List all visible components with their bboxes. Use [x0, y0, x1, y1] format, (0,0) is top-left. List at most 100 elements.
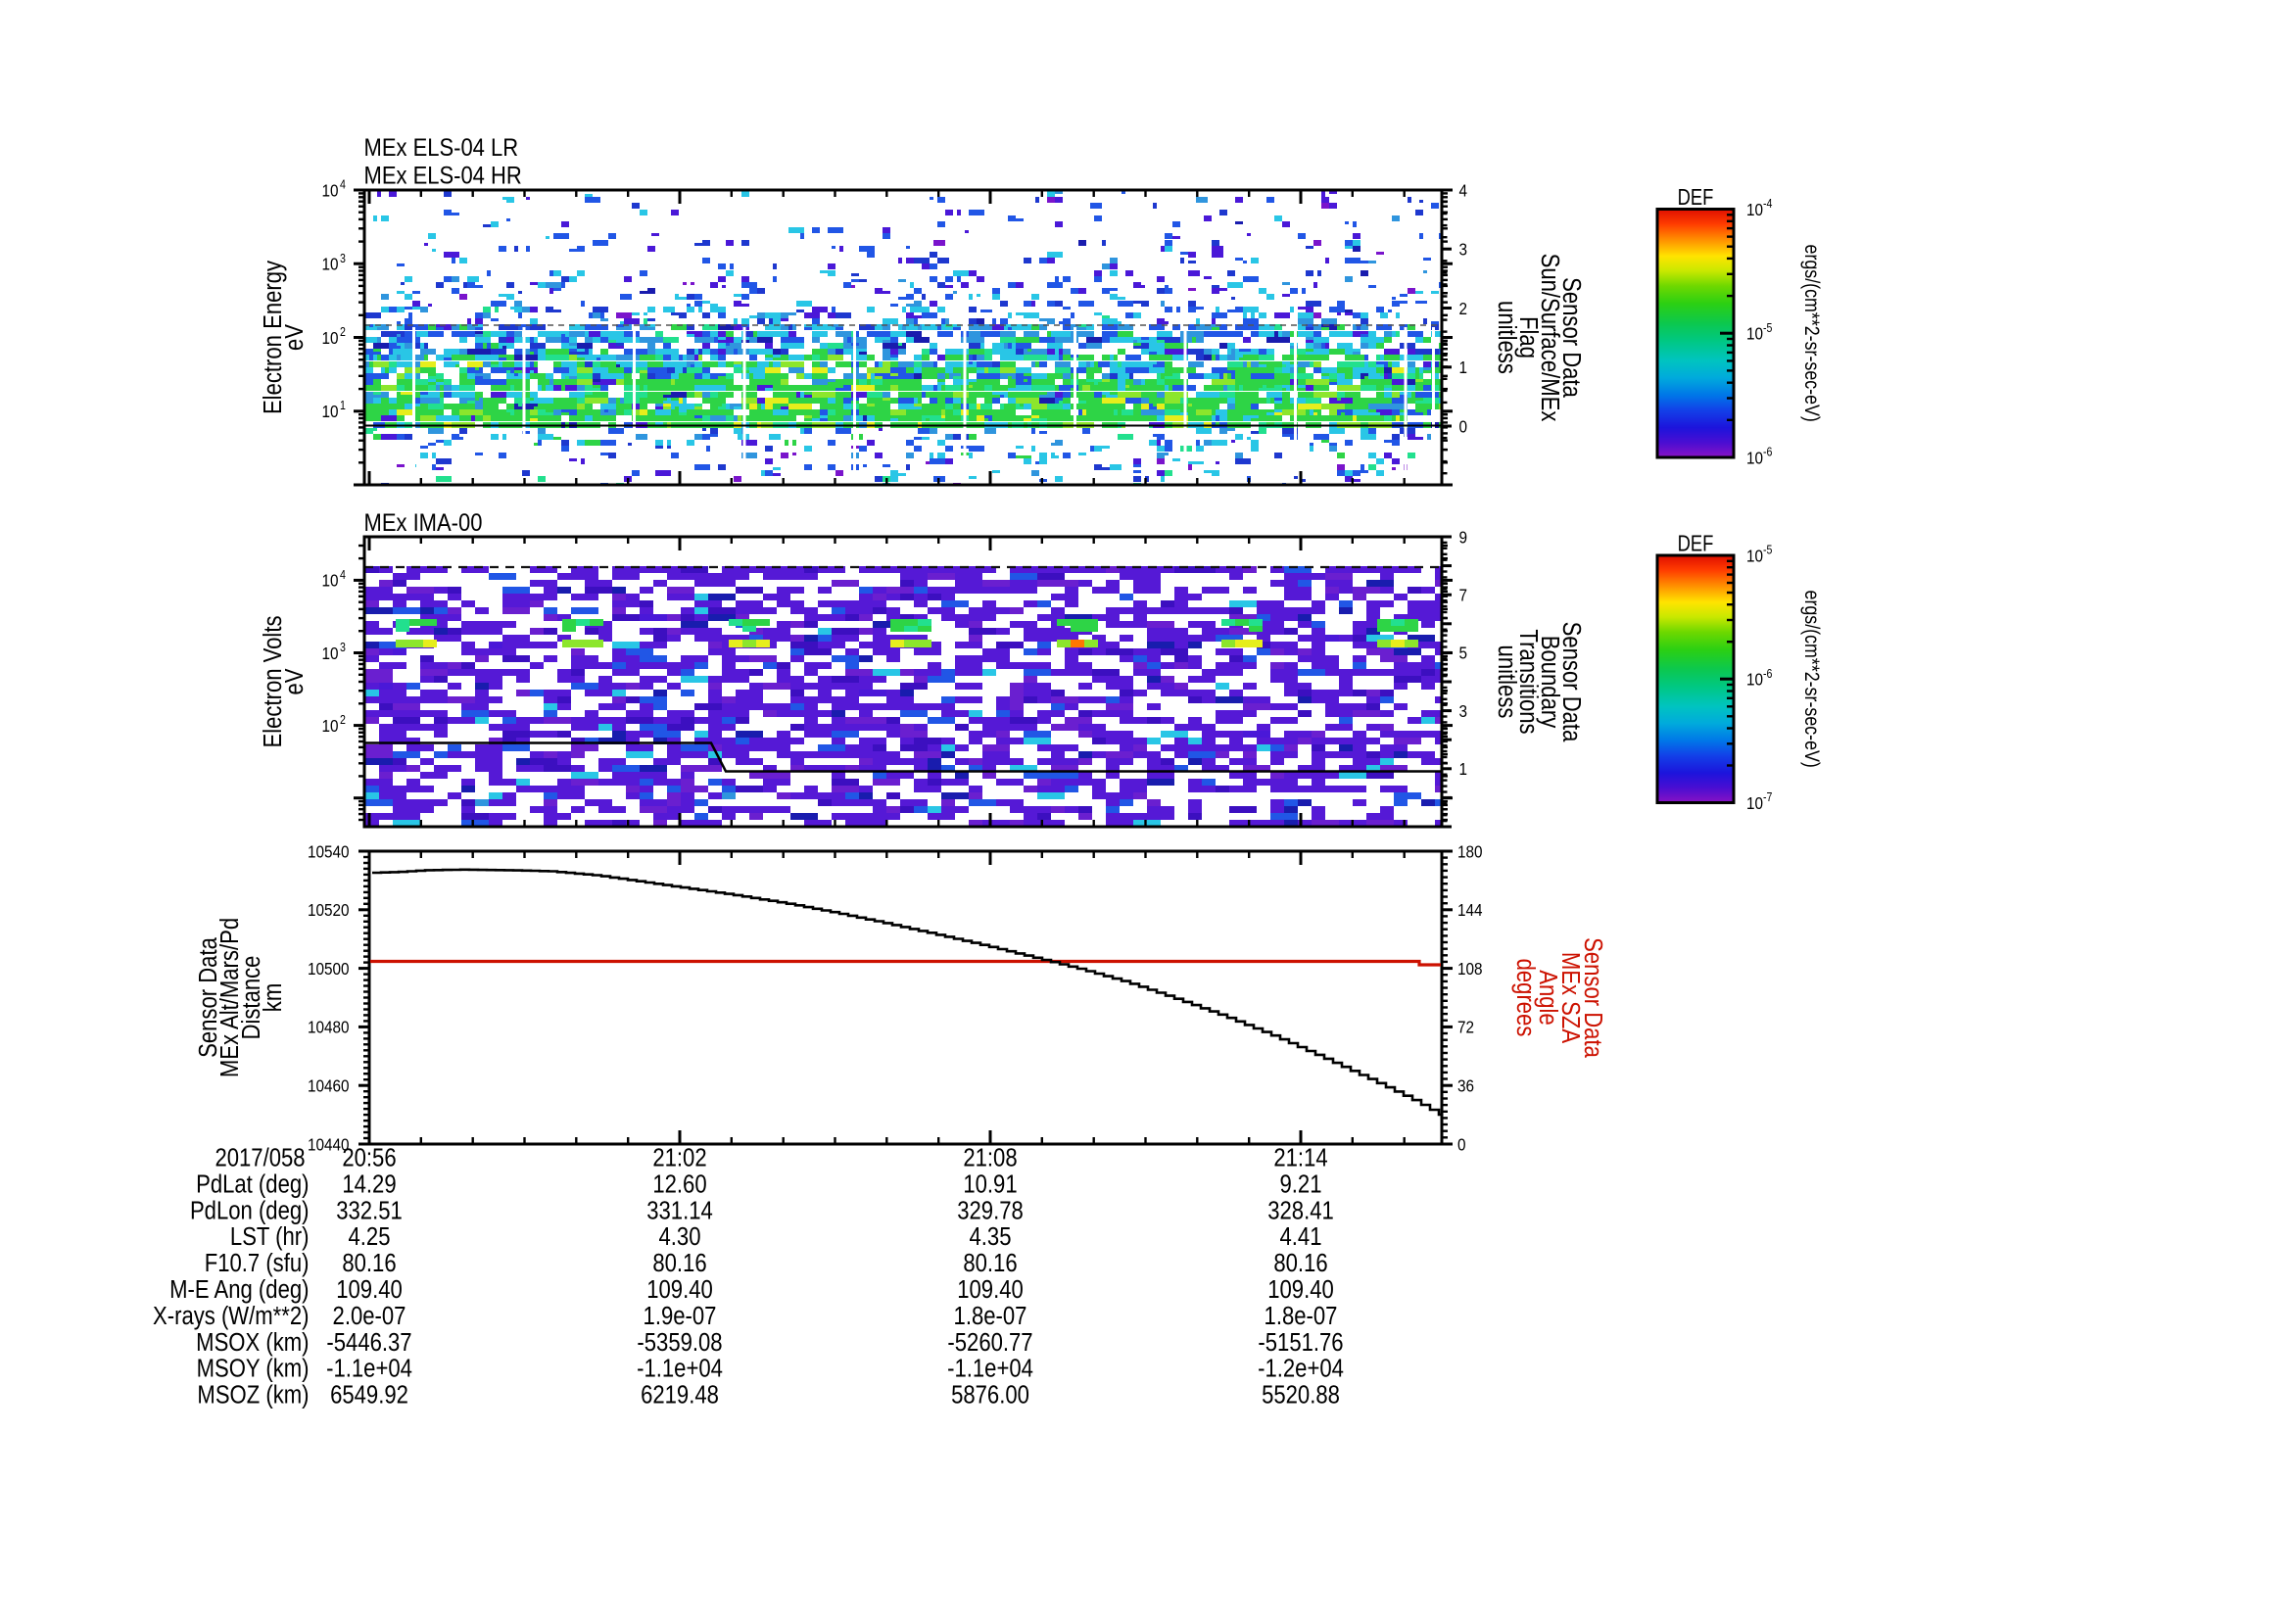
svg-text:328.41: 328.41: [1267, 1197, 1334, 1225]
svg-text:DEF: DEF: [1678, 185, 1714, 210]
svg-text:331.14: 331.14: [646, 1197, 713, 1225]
svg-text:-1.2e+04: -1.2e+04: [1258, 1355, 1344, 1383]
svg-text:F10.7 (sfu): F10.7 (sfu): [205, 1249, 310, 1277]
svg-text:10: 10: [1746, 546, 1763, 565]
svg-text:5876.00: 5876.00: [951, 1381, 1029, 1409]
svg-text:MEx IMA-00: MEx IMA-00: [364, 509, 483, 537]
svg-text:10: 10: [1746, 793, 1763, 813]
svg-text:10: 10: [321, 254, 338, 273]
svg-text:Sensor Data: Sensor Data: [194, 937, 222, 1058]
svg-text:MSOY (km): MSOY (km): [197, 1355, 310, 1383]
svg-text:-1.1e+04: -1.1e+04: [637, 1355, 723, 1383]
svg-text:Sensor Data: Sensor Data: [1557, 622, 1586, 742]
svg-text:-6: -6: [1763, 667, 1772, 681]
svg-text:0: 0: [1459, 416, 1468, 436]
svg-text:2: 2: [1459, 299, 1468, 318]
svg-text:Transitions: Transitions: [1514, 629, 1543, 734]
svg-text:21:14: 21:14: [1273, 1144, 1327, 1172]
svg-text:10: 10: [1746, 323, 1763, 343]
svg-text:1: 1: [1459, 759, 1468, 779]
svg-text:14.29: 14.29: [342, 1170, 396, 1199]
svg-text:2: 2: [340, 325, 346, 339]
svg-text:-6: -6: [1763, 446, 1772, 459]
svg-text:unitless: unitless: [1493, 645, 1521, 719]
svg-text:eV: eV: [280, 324, 309, 351]
svg-text:10520: 10520: [308, 900, 350, 920]
svg-text:109.40: 109.40: [957, 1275, 1024, 1304]
svg-text:1.9e-07: 1.9e-07: [644, 1302, 717, 1330]
svg-text:-7: -7: [1763, 790, 1772, 804]
svg-text:6219.48: 6219.48: [641, 1381, 719, 1409]
svg-text:10: 10: [1746, 448, 1763, 467]
svg-text:21:08: 21:08: [963, 1144, 1017, 1172]
svg-text:10: 10: [321, 402, 338, 421]
svg-text:unitless: unitless: [1493, 301, 1521, 374]
svg-text:-4: -4: [1763, 197, 1773, 211]
svg-text:MSOZ (km): MSOZ (km): [197, 1381, 309, 1409]
svg-text:0: 0: [1457, 1134, 1466, 1154]
svg-text:LST (hr): LST (hr): [230, 1223, 310, 1252]
svg-text:4.30: 4.30: [659, 1223, 701, 1252]
svg-text:21:02: 21:02: [652, 1144, 706, 1172]
svg-text:X-rays (W/m**2): X-rays (W/m**2): [153, 1302, 309, 1330]
svg-text:2017/058: 2017/058: [215, 1144, 305, 1172]
svg-text:109.40: 109.40: [646, 1275, 713, 1304]
svg-text:10: 10: [321, 571, 338, 591]
svg-text:-1.1e+04: -1.1e+04: [326, 1355, 412, 1383]
svg-text:80.16: 80.16: [652, 1249, 706, 1277]
svg-text:1: 1: [340, 399, 346, 412]
svg-text:4: 4: [1459, 180, 1468, 200]
svg-text:MEx ELS-04 HR: MEx ELS-04 HR: [364, 162, 522, 189]
svg-text:20:56: 20:56: [342, 1144, 396, 1172]
svg-text:PdLat (deg): PdLat (deg): [196, 1170, 309, 1199]
svg-text:1.8e-07: 1.8e-07: [954, 1302, 1027, 1330]
svg-text:332.51: 332.51: [336, 1197, 403, 1225]
svg-text:5: 5: [1459, 644, 1468, 663]
svg-text:km: km: [259, 983, 287, 1012]
svg-text:10: 10: [321, 644, 338, 663]
svg-text:Angle: Angle: [1534, 970, 1562, 1025]
svg-text:10: 10: [1746, 669, 1763, 689]
svg-text:109.40: 109.40: [1267, 1275, 1334, 1304]
svg-text:3: 3: [1459, 239, 1468, 259]
svg-text:6549.92: 6549.92: [330, 1381, 408, 1409]
svg-text:degrees: degrees: [1511, 959, 1540, 1037]
svg-text:-1.1e+04: -1.1e+04: [947, 1355, 1033, 1383]
svg-text:80.16: 80.16: [963, 1249, 1017, 1277]
svg-text:Sun/Surface/MEx: Sun/Surface/MEx: [1536, 254, 1564, 422]
svg-text:-5: -5: [1763, 321, 1772, 335]
svg-text:Distance: Distance: [237, 956, 265, 1040]
svg-text:ergs/(cm**2-sr-sec-eV): ergs/(cm**2-sr-sec-eV): [1800, 591, 1824, 768]
svg-text:Flag: Flag: [1514, 316, 1543, 358]
svg-text:PdLon (deg): PdLon (deg): [190, 1197, 310, 1225]
svg-text:72: 72: [1457, 1018, 1474, 1037]
svg-text:7: 7: [1459, 585, 1468, 604]
svg-text:-5359.08: -5359.08: [637, 1328, 722, 1357]
svg-text:10: 10: [1746, 200, 1763, 219]
svg-text:4: 4: [340, 178, 346, 192]
svg-text:4: 4: [340, 568, 346, 582]
svg-text:108: 108: [1457, 959, 1483, 979]
svg-text:36: 36: [1457, 1075, 1474, 1095]
svg-text:10: 10: [321, 180, 338, 200]
svg-text:2: 2: [340, 713, 346, 727]
svg-text:eV: eV: [280, 668, 309, 694]
svg-text:10440: 10440: [308, 1134, 350, 1154]
svg-text:1: 1: [1459, 358, 1468, 377]
svg-text:80.16: 80.16: [1273, 1249, 1327, 1277]
svg-text:9: 9: [1459, 527, 1468, 547]
svg-text:180: 180: [1457, 841, 1483, 861]
svg-text:Sensor Data: Sensor Data: [1579, 937, 1607, 1058]
svg-text:329.78: 329.78: [957, 1197, 1024, 1225]
svg-text:Electron Volts: Electron Volts: [259, 615, 287, 747]
svg-text:ergs/(cm**2-sr-sec-eV): ergs/(cm**2-sr-sec-eV): [1800, 245, 1824, 422]
svg-text:12.60: 12.60: [652, 1170, 706, 1199]
svg-text:-5446.37: -5446.37: [326, 1328, 411, 1357]
svg-text:MEx ELS-04 LR: MEx ELS-04 LR: [364, 134, 519, 162]
svg-text:9.21: 9.21: [1280, 1170, 1322, 1199]
svg-text:10.91: 10.91: [963, 1170, 1017, 1199]
svg-text:3: 3: [340, 641, 346, 654]
svg-text:Boundary: Boundary: [1536, 636, 1564, 729]
svg-text:2.0e-07: 2.0e-07: [333, 1302, 406, 1330]
svg-text:10460: 10460: [308, 1075, 350, 1095]
